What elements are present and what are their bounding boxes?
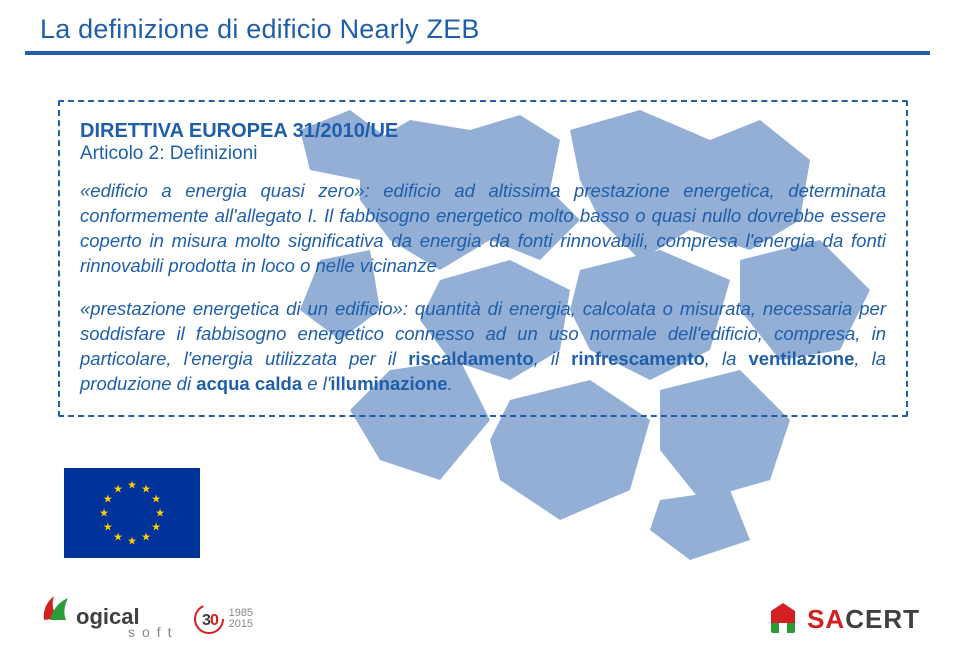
definition-paragraph-2: «prestazione energetica di un edificio»:…: [80, 297, 886, 397]
definition-paragraph-1: «edificio a energia quasi zero»: edifici…: [80, 179, 886, 279]
eu-star: ★: [141, 482, 151, 495]
eu-flag-stars: ★★★★★★★★★★★★: [100, 481, 164, 545]
sacert-text: SACERT: [807, 604, 920, 635]
anniversary-icon: 3 0: [193, 603, 225, 635]
eu-star: ★: [103, 521, 113, 534]
sacert-logo: SACERT: [765, 601, 920, 637]
eu-star: ★: [141, 531, 151, 544]
logicalsoft-logo: ogical soft: [40, 590, 179, 648]
sacert-cert: CERT: [845, 604, 920, 634]
p2-lead: «prestazione energetica di un edificio»:: [80, 298, 408, 319]
title-block: La definizione di edificio Nearly ZEB: [40, 14, 920, 55]
anniversary-badge: 3 0 1985 2015: [193, 603, 253, 635]
kw-acqua-calda: acqua calda: [196, 373, 302, 394]
p2-m4: e l': [302, 373, 330, 394]
slide-title: La definizione di edificio Nearly ZEB: [40, 14, 920, 45]
eu-star: ★: [155, 507, 165, 520]
p2-m3: , la: [854, 348, 886, 369]
anniv-0: 0: [210, 612, 219, 629]
anniversary-circle: 3 0: [193, 603, 225, 635]
sacert-icon: [765, 601, 801, 637]
kw-rinfrescamento: rinfrescamento: [571, 348, 705, 369]
eu-star: ★: [127, 535, 137, 548]
eu-star: ★: [151, 493, 161, 506]
eu-star: ★: [113, 482, 123, 495]
kw-ventilazione: ventilazione: [748, 348, 854, 369]
p2-m2: , la: [705, 348, 749, 369]
logicalsoft-icon: [40, 590, 74, 624]
eu-star: ★: [113, 531, 123, 544]
directive-heading: DIRETTIVA EUROPEA 31/2010/UE: [80, 120, 886, 143]
anniversary-years: 1985 2015: [229, 608, 253, 630]
kw-illuminazione: illuminazione: [330, 373, 447, 394]
eu-star: ★: [103, 493, 113, 506]
logicalsoft-text: ogical soft: [76, 604, 179, 648]
footer-logos: ogical soft 3 0 1985 2015: [40, 594, 920, 644]
p2-tail: .: [448, 373, 453, 394]
p1-lead: «edificio a energia quasi zero»:: [80, 180, 370, 201]
definition-box: DIRETTIVA EUROPEA 31/2010/UE Articolo 2:…: [58, 100, 908, 417]
year-2015: 2015: [229, 619, 253, 630]
footer-left: ogical soft 3 0 1985 2015: [40, 590, 253, 648]
eu-star: ★: [127, 479, 137, 492]
title-underline: [25, 51, 930, 55]
p2-m1: , il: [534, 348, 572, 369]
eu-flag: ★★★★★★★★★★★★: [64, 468, 200, 558]
eu-star: ★: [151, 521, 161, 534]
directive-subtitle: Articolo 2: Definizioni: [80, 143, 886, 165]
sacert-sa: SA: [807, 604, 845, 634]
kw4-pre: produzione di: [80, 373, 196, 394]
logical-sub: soft: [128, 624, 179, 640]
eu-star: ★: [99, 507, 109, 520]
kw-riscaldamento: riscaldamento: [408, 348, 533, 369]
